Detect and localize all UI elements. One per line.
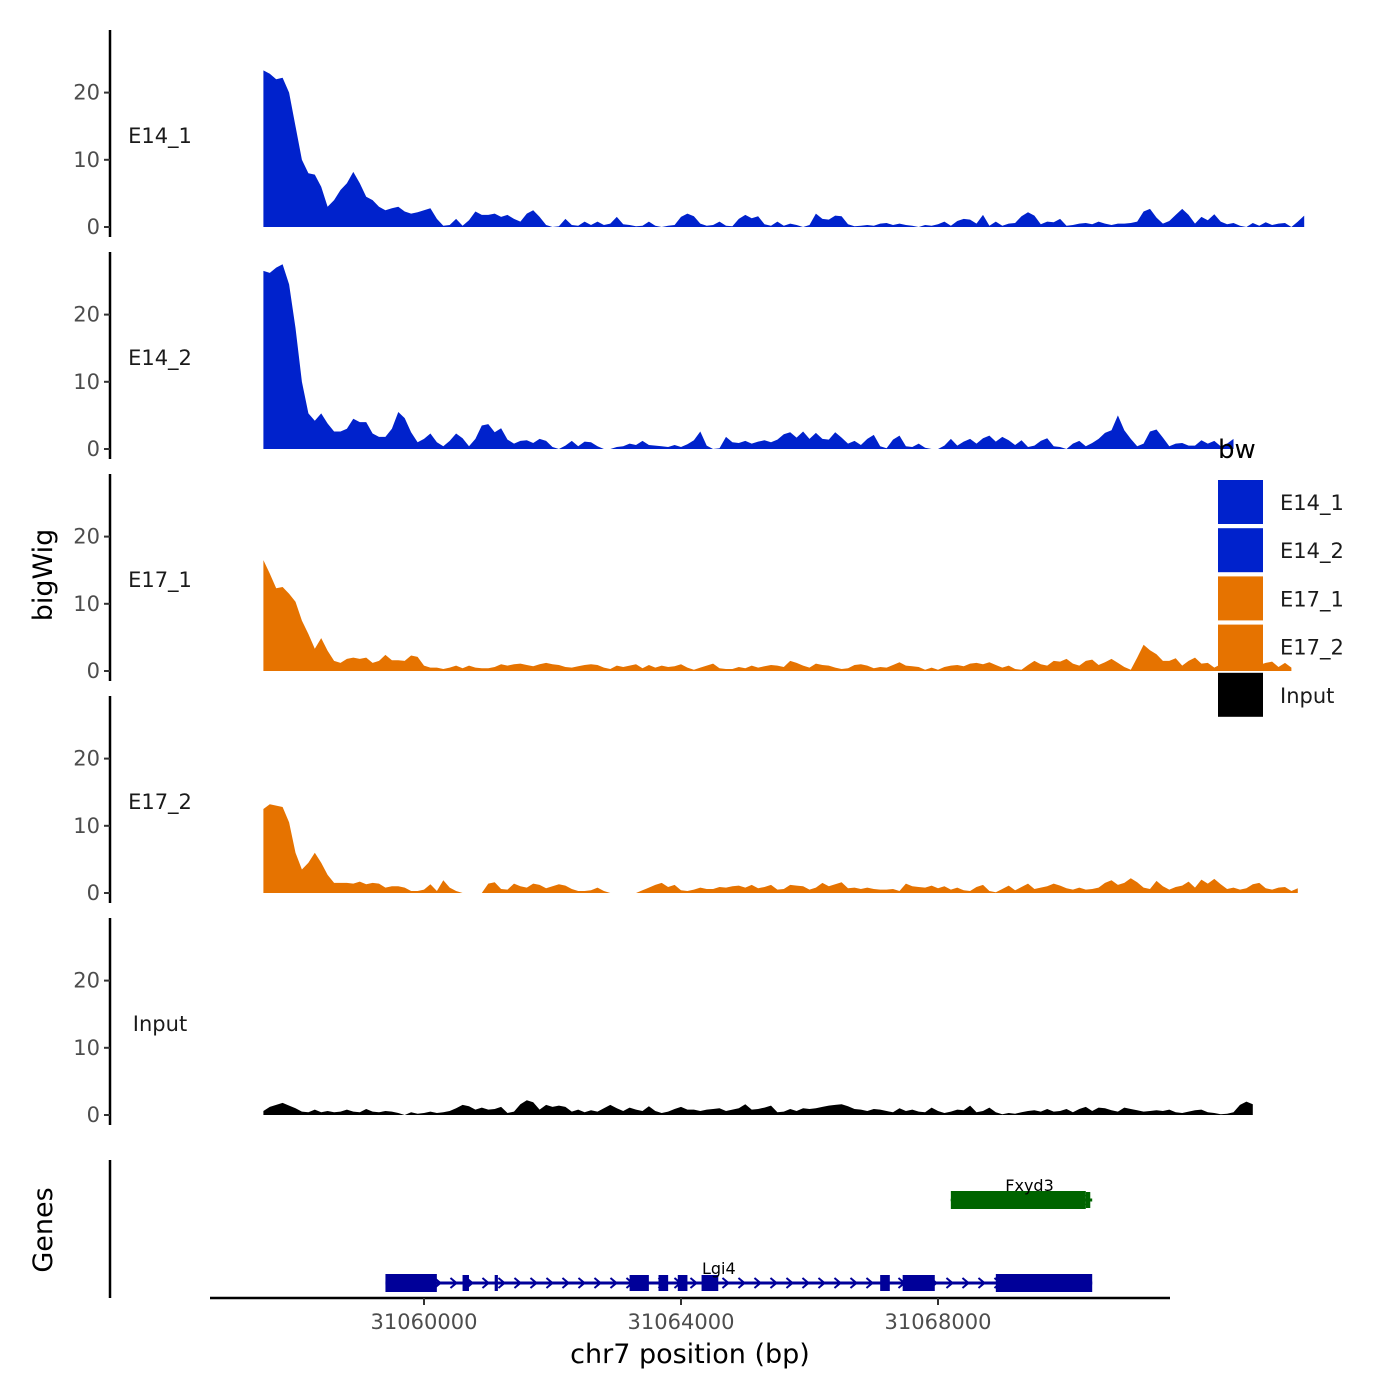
exon-Lgi4-2 <box>494 1275 498 1291</box>
legend-label-E14_2: E14_2 <box>1280 539 1344 564</box>
strand-chevron-Lgi4 <box>945 1277 955 1289</box>
legend-swatch-E17_2 <box>1218 624 1263 669</box>
y-tick-label-E17_1-0: 0 <box>87 659 100 683</box>
signal-area-E14_2 <box>263 264 1234 449</box>
strand-chevron-Lgi4 <box>833 1277 843 1289</box>
exon-Fxyd3-0 <box>950 1191 1086 1209</box>
track-Input: 0 10 20 Input <box>73 918 1253 1127</box>
strand-chevron-Lgi4 <box>849 1277 859 1289</box>
exon-Fxyd3-1 <box>1085 1192 1091 1208</box>
strand-chevron-Lgi4 <box>753 1277 763 1289</box>
y-axis-title: bigWig <box>28 529 59 622</box>
exon-Lgi4-9 <box>995 1274 1093 1292</box>
signal-area-E17_1 <box>263 560 1292 671</box>
strand-chevron-Lgi4 <box>497 1277 507 1289</box>
y-tick-label-E17_1-10: 10 <box>73 592 100 616</box>
strand-chevron-Lgi4 <box>865 1277 875 1289</box>
signal-area-E14_1 <box>263 70 1305 228</box>
track-label-E14_1: E14_1 <box>128 124 192 149</box>
y-tick-label-E14_2-0: 0 <box>87 437 100 461</box>
exon-Lgi4-6 <box>701 1275 719 1291</box>
legend: bw E14_1 E14_2 E17_1 E17_2 Input <box>1218 435 1344 717</box>
track-E17_2: 0 10 20 E17_2 <box>73 696 1298 905</box>
y-tick-label-E14_1-0: 0 <box>87 215 100 239</box>
gene-track: Lgi4 Fxyd3 <box>108 1160 1093 1298</box>
exon-Lgi4-7 <box>880 1275 890 1291</box>
track-E17_1: 0 10 20 E17_1 <box>73 474 1292 683</box>
y-tick-label-Input-10: 10 <box>73 1036 100 1060</box>
strand-chevron-Lgi4 <box>449 1277 459 1289</box>
y-tick-label-Input-0: 0 <box>87 1103 100 1127</box>
exon-Lgi4-0 <box>385 1274 437 1292</box>
x-axis: 31060000 31064000 31068000 <box>210 1296 1170 1334</box>
strand-chevron-Lgi4 <box>545 1277 555 1289</box>
exon-Lgi4-4 <box>658 1275 669 1291</box>
x-axis-title: chr7 position (bp) <box>570 1339 810 1370</box>
track-label-E17_2: E17_2 <box>128 790 192 815</box>
y-tick-label-E14_2-20: 20 <box>73 303 100 327</box>
strand-chevron-Lgi4 <box>721 1277 731 1289</box>
strand-chevron-Lgi4 <box>481 1277 491 1289</box>
strand-chevron-Lgi4 <box>769 1277 779 1289</box>
strand-chevron-Lgi4 <box>529 1277 539 1289</box>
strand-chevron-Lgi4 <box>817 1277 827 1289</box>
y-tick-label-E14_1-20: 20 <box>73 81 100 105</box>
track-label-E17_1: E17_1 <box>128 568 192 593</box>
strand-chevron-Lgi4 <box>689 1277 699 1289</box>
track-E14_2: 0 10 20 E14_2 <box>73 252 1234 461</box>
track-label-Input: Input <box>133 1012 187 1036</box>
gene-Lgi4: Lgi4 <box>385 1259 1093 1292</box>
y-tick-label-Input-20: 20 <box>73 969 100 993</box>
x-tick-label-31060000: 31060000 <box>371 1310 478 1334</box>
exon-Lgi4-8 <box>902 1275 935 1291</box>
y-tick-label-E14_1-10: 10 <box>73 148 100 172</box>
x-tick-label-31064000: 31064000 <box>628 1310 735 1334</box>
signal-area-E17_2 <box>263 804 1298 893</box>
strand-chevron-Lgi4 <box>801 1277 811 1289</box>
y-tick-label-E17_2-10: 10 <box>73 814 100 838</box>
exon-Lgi4-5 <box>677 1275 688 1291</box>
strand-chevron-Lgi4 <box>977 1277 987 1289</box>
strand-chevron-Lgi4 <box>737 1277 747 1289</box>
signal-tracks: 0 10 20 E14_1 0 10 20 E14_2 0 10 20 E17_1 0 10 20 E17_2… <box>73 30 1305 1127</box>
signal-area-Input <box>263 1100 1253 1115</box>
x-tick-label-31068000: 31068000 <box>885 1310 992 1334</box>
track-E14_1: 0 10 20 E14_1 <box>73 30 1305 239</box>
strand-chevron-Lgi4 <box>961 1277 971 1289</box>
gene-label-Lgi4: Lgi4 <box>702 1259 736 1278</box>
legend-label-Input: Input <box>1280 684 1334 708</box>
legend-swatch-Input <box>1218 672 1263 717</box>
strand-chevron-Lgi4 <box>513 1277 523 1289</box>
gene-Fxyd3: Fxyd3 <box>950 1176 1093 1209</box>
gene-label-Fxyd3: Fxyd3 <box>1005 1176 1053 1195</box>
exon-Lgi4-3 <box>629 1275 649 1291</box>
legend-swatch-E17_1 <box>1218 576 1263 621</box>
strand-chevron-Lgi4 <box>577 1277 587 1289</box>
legend-title: bw <box>1218 435 1256 465</box>
legend-swatch-E14_1 <box>1218 480 1263 524</box>
track-label-E14_2: E14_2 <box>128 346 192 371</box>
legend-label-E14_1: E14_1 <box>1280 491 1344 516</box>
strand-chevron-Lgi4 <box>785 1277 795 1289</box>
genes-track-title: Genes <box>28 1187 59 1272</box>
legend-label-E17_2: E17_2 <box>1280 636 1344 661</box>
strand-chevron-Lgi4 <box>593 1277 603 1289</box>
legend-label-E17_1: E17_1 <box>1280 587 1344 612</box>
y-tick-label-E17_1-20: 20 <box>73 525 100 549</box>
y-tick-label-E17_2-20: 20 <box>73 747 100 771</box>
y-tick-label-E14_2-10: 10 <box>73 370 100 394</box>
strand-chevron-Lgi4 <box>561 1277 571 1289</box>
strand-chevron-Lgi4 <box>609 1277 619 1289</box>
exon-Lgi4-1 <box>462 1275 469 1291</box>
y-tick-label-E17_2-0: 0 <box>87 881 100 905</box>
legend-swatch-E14_2 <box>1218 528 1263 573</box>
